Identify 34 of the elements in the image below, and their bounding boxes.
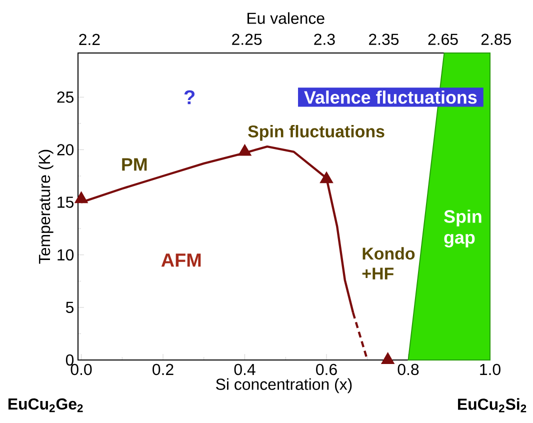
annotation: Valence fluctuations: [304, 90, 477, 104]
text: 2.25: [232, 34, 262, 45]
x2-axis-title: Eu valence: [248, 12, 324, 24]
x-tick-label: 0.4: [234, 364, 256, 376]
point: [238, 144, 252, 156]
y-axis-title: Temperature (K): [38, 150, 54, 264]
text: EuCu$_{2}$Si$_{2}$: [458, 398, 526, 412]
x-tick-label: 1.0: [480, 364, 500, 376]
x-axis-title: Si concentration (x): [216, 378, 352, 394]
text: 2.3: [314, 34, 335, 45]
text: 2.35: [369, 34, 399, 45]
annotation: PM: [122, 158, 147, 171]
point: [320, 172, 334, 184]
y-tick-label: 0: [66, 354, 74, 366]
y-tick-label: 15: [58, 196, 74, 208]
annotation: Kondo +HF: [362, 247, 415, 280]
text: EuCu$_{2}$Ge$_{2}$: [8, 398, 83, 412]
y-tick-label: 10: [58, 249, 74, 261]
annotation: Spin fluctuations: [248, 125, 384, 141]
y-tick-label: 20: [57, 144, 74, 156]
x-tick-label: 0.6: [316, 364, 337, 376]
text: 2.2: [79, 34, 100, 45]
annotation: ?: [184, 90, 195, 104]
y-tick-label: 5: [66, 302, 74, 313]
x-tick-label: 0.0: [70, 364, 92, 376]
text: 2.65: [428, 34, 458, 45]
x-tick-label: 0.2: [152, 364, 174, 376]
annotation: Spin gap: [444, 210, 482, 248]
y-tick-label: 25: [57, 92, 74, 103]
annotation: AFM: [161, 254, 201, 267]
point: [74, 192, 88, 204]
text: 2.85: [481, 34, 511, 45]
x-tick-label: 0.8: [398, 364, 419, 376]
point: [381, 352, 394, 364]
